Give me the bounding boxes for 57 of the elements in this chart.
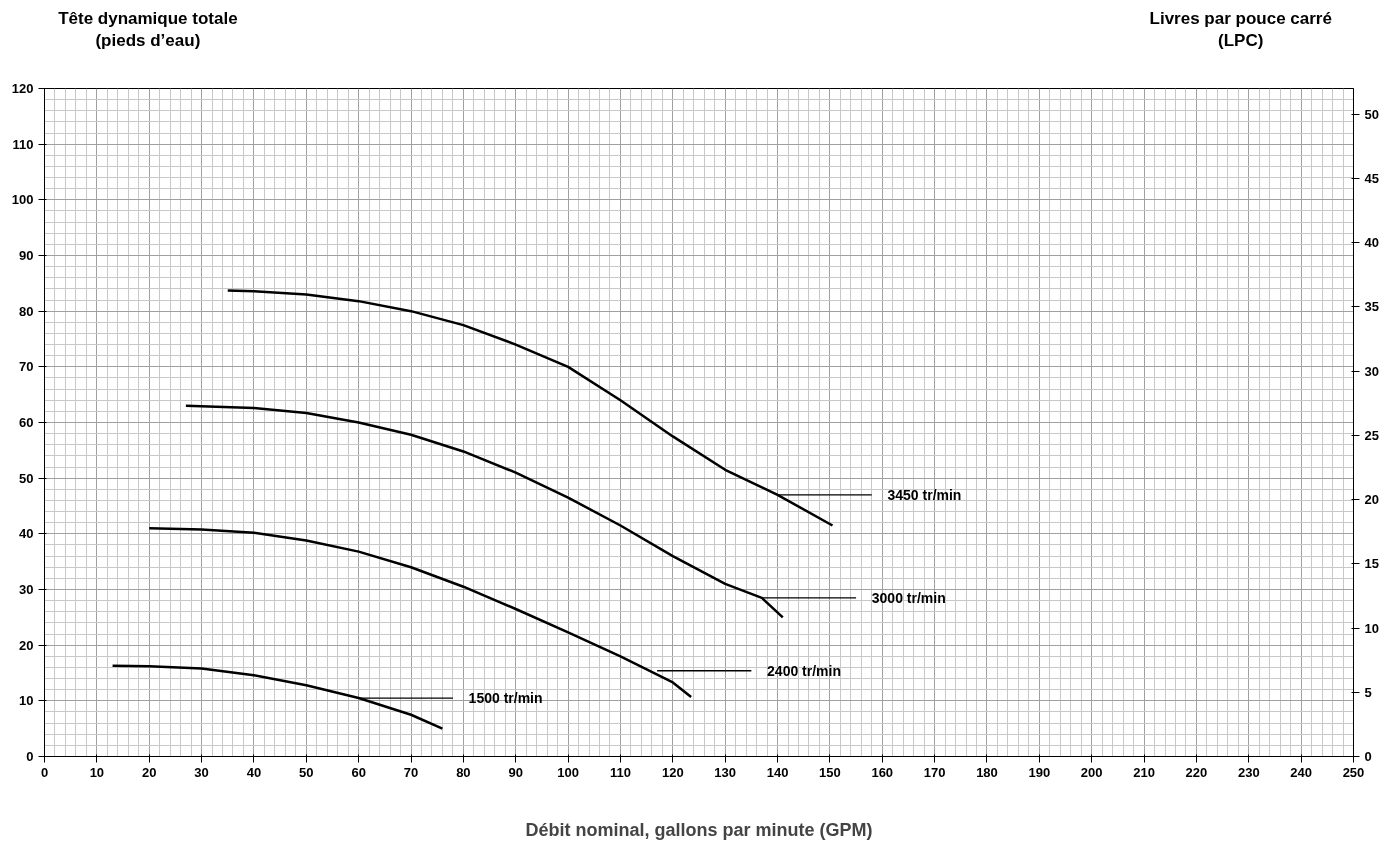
x-tick-label: 160: [871, 764, 894, 780]
x-tick-label: 100: [557, 764, 579, 780]
x-tick-label: 90: [508, 764, 523, 780]
y2-tick-label: 30: [1364, 363, 1379, 379]
y-tick-label: 40: [19, 526, 34, 542]
y2-tick-label: 50: [1364, 106, 1379, 122]
y2-tick-label: 25: [1364, 427, 1379, 443]
x-tick-label: 0: [40, 764, 49, 780]
x-tick-label: 170: [923, 764, 946, 780]
y-tick-label: 80: [19, 303, 34, 319]
y-tick-label: 60: [19, 415, 34, 430]
x-tick-label: 230: [1237, 764, 1260, 780]
x-tick-label: 50: [299, 764, 314, 780]
annotation: 3450 tr/min: [887, 486, 962, 503]
x-tick-label: 140: [766, 764, 789, 780]
y2-tick-label: 20: [1364, 492, 1379, 508]
y-tick-label: 70: [19, 359, 34, 375]
x-tick-label: 250: [1342, 764, 1365, 780]
x-tick-label: 130: [714, 764, 737, 780]
x-tick-label: 20: [141, 764, 157, 780]
y-tick-label: 10: [19, 693, 34, 709]
x-tick-label: 220: [1185, 764, 1208, 780]
y-tick-label: 50: [19, 470, 34, 486]
y-tick-label: 120: [11, 81, 34, 96]
x-tick-label: 60: [351, 764, 366, 780]
x-tick-label: 200: [1080, 764, 1103, 780]
y2-tick-label: 45: [1364, 170, 1379, 186]
x-tick-label: 180: [976, 764, 998, 780]
y2-tick-label: 35: [1364, 299, 1379, 315]
y-axis-title: Tête dynamique totale (pieds d’eau): [58, 8, 238, 51]
x-tick-label: 110: [609, 764, 631, 780]
y-tick-label: 20: [19, 637, 34, 653]
x-tick-label: 120: [661, 764, 684, 780]
y-tick-label: 110: [12, 136, 34, 152]
x-tick-label: 210: [1133, 764, 1155, 780]
x-tick-label: 10: [89, 764, 105, 780]
x-tick-label: 30: [194, 764, 209, 780]
y2-tick-label: 0: [1364, 749, 1372, 764]
y2-tick-label: 10: [1364, 620, 1379, 636]
y-tick-label: 30: [19, 582, 34, 597]
y2-axis-title: Livres par pouce carré (LPC): [1149, 8, 1332, 51]
x-tick-label: 70: [403, 764, 419, 780]
y2-tick-label: 40: [1364, 235, 1379, 251]
annotation: 1500 tr/min: [468, 690, 543, 707]
x-tick-label: 40: [246, 764, 262, 780]
annotation: 2400 tr/min: [767, 662, 842, 679]
y-tick-label: 0: [26, 749, 34, 764]
x-axis-title: Débit nominal, gallons par minute (GPM): [525, 819, 873, 840]
x-tick-label: 150: [819, 764, 841, 780]
y-tick-label: 90: [19, 248, 34, 263]
x-tick-label: 190: [1028, 764, 1051, 780]
y2-tick-label: 5: [1364, 684, 1372, 700]
y-tick-label: 100: [11, 192, 34, 208]
annotation: 3000 tr/min: [871, 589, 946, 606]
x-tick-label: 240: [1290, 764, 1312, 780]
x-tick-label: 80: [456, 764, 471, 780]
y2-tick-label: 15: [1364, 556, 1379, 572]
